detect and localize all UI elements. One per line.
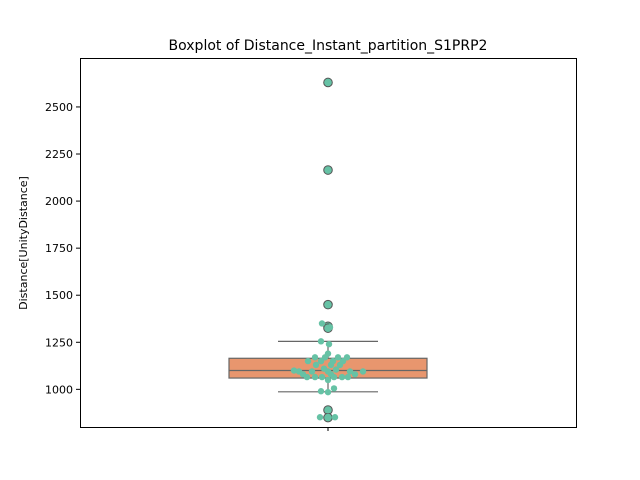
y-tick-label: 1500	[45, 289, 73, 302]
swarm-point	[327, 361, 335, 369]
y-tick-label: 1250	[45, 336, 73, 349]
y-tick-label: 1000	[45, 383, 73, 396]
swarm-point	[336, 361, 344, 369]
swarm-point	[332, 366, 340, 373]
swarm-point	[317, 338, 325, 345]
swarm-point	[316, 414, 324, 421]
swarm-point	[326, 324, 334, 331]
swarm-point	[351, 371, 359, 378]
swarm-point	[334, 354, 342, 361]
chart-title: Boxplot of Distance_Instant_partition_S1…	[169, 38, 488, 54]
swarm-point	[318, 373, 326, 381]
swarm-point	[317, 357, 325, 365]
swarm-point	[330, 385, 338, 392]
swarm-point	[324, 301, 332, 308]
swarm-point	[321, 354, 329, 361]
swarm-point	[324, 414, 332, 421]
y-tick-label: 2250	[45, 148, 73, 161]
swarm-point	[324, 376, 332, 384]
plot-frame	[80, 58, 577, 428]
swarm-point	[304, 357, 312, 365]
swarm-point	[311, 354, 319, 361]
swarm-point	[343, 354, 351, 361]
y-axis-label: Distance[UnityDistance]	[17, 176, 30, 310]
swarm-point	[318, 320, 326, 327]
swarm-point	[324, 166, 332, 174]
swarm-point	[331, 414, 339, 421]
swarm-point	[312, 361, 320, 369]
swarm-point	[324, 79, 332, 86]
y-tick-label: 2500	[45, 101, 73, 114]
swarm-points	[290, 79, 367, 421]
swarm-point	[330, 373, 338, 381]
swarm-point	[324, 388, 332, 396]
swarm-point	[324, 406, 332, 414]
swarm-point	[338, 373, 346, 381]
y-axis: 1000 1250 1500 1750 2000 2250 2500	[45, 101, 80, 396]
swarm-point	[344, 373, 352, 381]
swarm-point	[359, 368, 367, 375]
swarm-point	[290, 367, 298, 374]
y-tick-label: 1750	[45, 242, 73, 255]
swarm-point	[317, 388, 325, 395]
swarm-point	[311, 373, 319, 381]
swarm-point	[308, 368, 316, 375]
swarm-point	[303, 373, 311, 381]
swarm-point	[346, 368, 354, 375]
y-tick-label: 2000	[45, 195, 73, 208]
swarm-point	[325, 340, 333, 348]
